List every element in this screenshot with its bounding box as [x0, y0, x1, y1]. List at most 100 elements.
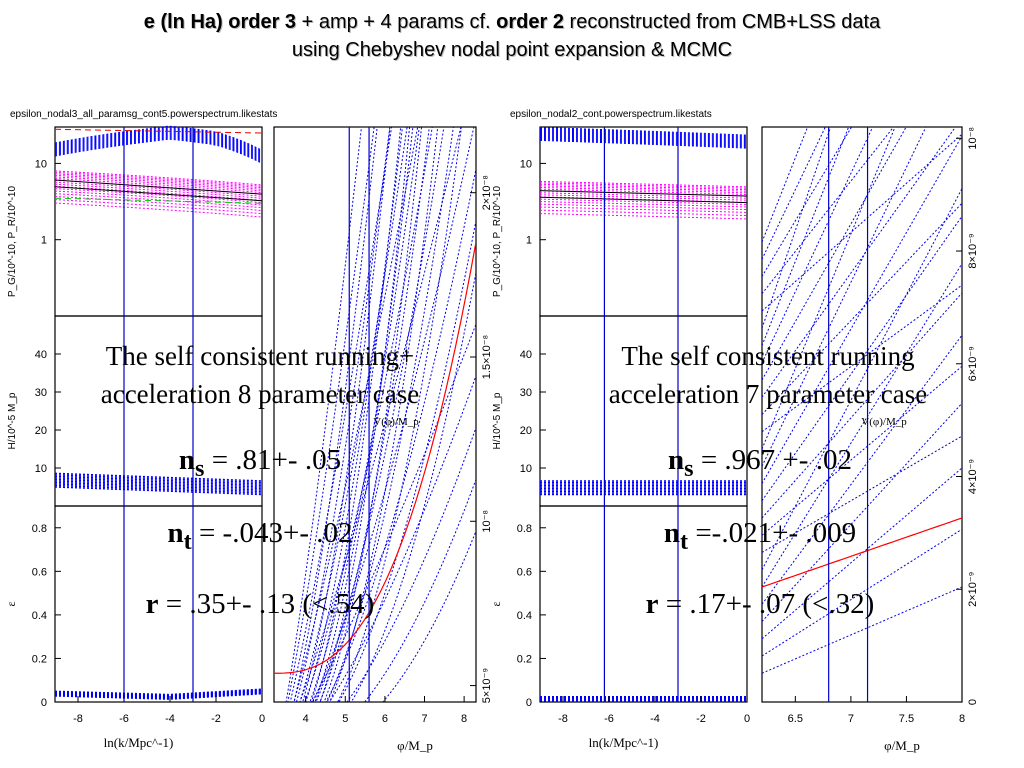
right-pr-curve	[539, 129, 748, 139]
left-epsilon-ytick-label: 0.2	[32, 653, 47, 665]
right-pr-curve	[539, 138, 748, 148]
left-potential-curve	[346, 427, 476, 702]
right-power-ylabel: P_G/10^-10, P_R/10^-10	[492, 186, 503, 298]
right-potential-xlabel: φ/M_p	[884, 738, 920, 753]
right-potential-xtick-label: 7	[848, 713, 854, 725]
left-pr-curve	[54, 138, 263, 164]
title-lnha: (ln Ha)	[160, 11, 223, 33]
left-pg-curve	[54, 185, 263, 201]
left-potential-curve	[337, 127, 462, 702]
title-line-2: using Chebyshev nodal point expansion & …	[291, 39, 733, 61]
right-pg-curve	[539, 188, 748, 196]
left-pr-curve	[54, 137, 263, 163]
left-pr-curve	[54, 126, 263, 152]
right-file-label: epsilon_nodal2_cont.powerspectrum.likest…	[510, 109, 712, 120]
left-xtick-label: -2	[211, 713, 221, 725]
right-pg-curve	[539, 203, 748, 211]
right-pr-curve	[539, 134, 748, 144]
right-pg-curve	[539, 201, 748, 208]
right-epsilon-ytick-label: 0.6	[517, 566, 532, 578]
left-r-symbol: r	[145, 588, 159, 620]
left-pg-curve	[54, 170, 263, 186]
left-nt-subscript: t	[183, 527, 192, 555]
right-r-symbol: r	[645, 588, 659, 620]
left-pr-curve	[54, 131, 263, 157]
left-potential-curve	[338, 220, 476, 702]
right-epsilon-ytick-label: 0.2	[517, 653, 532, 665]
right-potential-ytick-label: 4×10⁻⁹	[967, 459, 979, 494]
left-h-curve	[54, 484, 263, 494]
left-potential-curve	[329, 127, 439, 702]
left-pg-mean-line	[54, 179, 263, 195]
right-potential-curve	[762, 127, 927, 467]
left-case-line-2: acceleration 8 parameter case	[100, 379, 420, 409]
left-case-label: The self consistent running+ acceleratio…	[40, 337, 480, 413]
right-epsilon-ytick-label: 0.4	[517, 610, 532, 622]
left-pr-curve	[54, 130, 263, 156]
right-pg-curve	[539, 209, 748, 217]
left-potential-ylabel: V(φ)/M_p	[373, 416, 419, 428]
left-potential-curve	[285, 127, 362, 702]
right-nt-symbol: n	[663, 517, 681, 549]
left-pr-curve	[54, 125, 263, 151]
right-potential-curve	[762, 528, 962, 657]
right-power-ytick-label: 10	[520, 158, 532, 170]
left-nt-value: = -.043+- .02	[191, 517, 353, 549]
right-xtick-label: -4	[650, 713, 660, 725]
right-pg-curve	[539, 186, 748, 194]
right-nt-subscript: t	[680, 527, 689, 555]
left-power-ytick-label: 10	[35, 158, 47, 170]
right-potential-xtick-label: 6.5	[788, 713, 803, 725]
left-pg-curve	[54, 193, 263, 209]
left-pg-curve	[54, 202, 263, 218]
left-potential-curve	[382, 530, 476, 702]
right-pr-curve	[539, 136, 748, 146]
right-case-label: The self consistent running acceleration…	[558, 337, 978, 413]
right-hubble-ylabel: H/10^-5 M_p	[492, 392, 503, 449]
left-potential-ytick-label: 2×10⁻⁸	[481, 175, 493, 210]
right-potential-curve	[762, 127, 957, 398]
left-potential-curve	[319, 127, 430, 702]
left-potential-xtick-label: 5	[342, 713, 348, 725]
right-potential-curve	[762, 586, 962, 674]
right-nt-label: nt =-.021+- .009	[600, 517, 920, 556]
left-potential-curve	[319, 127, 411, 702]
left-pr-curve	[54, 135, 263, 161]
right-potential-ytick-label: 8×10⁻⁹	[967, 233, 979, 268]
right-potential-curve	[762, 127, 896, 450]
left-xlabel: ln(k/Mpc^-1)	[104, 735, 174, 750]
right-potential-ytick-label: 0	[967, 699, 979, 705]
left-pr-curve	[54, 132, 263, 158]
right-potential-curve	[762, 263, 962, 588]
left-potential-xtick-label: 6	[382, 713, 388, 725]
right-power-frame	[539, 126, 748, 317]
right-pg-curve	[539, 180, 748, 188]
right-pr-curve	[539, 127, 748, 137]
slide-title: е (ln Ha) order 3 + amp + 4 params cf. o…	[0, 8, 1024, 64]
right-hubble-ytick-label: 10	[520, 463, 532, 475]
right-power-ytick-label: 1	[526, 235, 532, 247]
right-pr-curve	[539, 131, 748, 141]
right-pr-curve	[539, 126, 748, 136]
right-pg-curve	[539, 213, 748, 220]
right-pr-curve	[539, 132, 748, 142]
left-h-curve	[54, 472, 263, 482]
right-epsilon-ylabel: ε	[489, 601, 503, 606]
left-potential-ytick-label: 10⁻⁸	[481, 510, 493, 533]
right-xtick-label: -2	[696, 713, 706, 725]
right-potential-ytick-label: 6×10⁻⁹	[967, 346, 979, 381]
left-potential-curve	[289, 127, 393, 702]
left-potential-frame	[273, 126, 477, 703]
left-r-label: r = .35+- .13 (<.54)	[60, 588, 460, 621]
right-pg-mean-line	[539, 190, 748, 197]
left-hubble-ytick-label: 20	[35, 425, 47, 437]
right-potential-curve	[762, 127, 826, 260]
left-potential-curve	[323, 127, 423, 702]
right-pg-curve	[539, 206, 748, 213]
left-h-curve	[54, 483, 263, 493]
right-nt-value: =-.021+- .009	[688, 517, 857, 549]
right-ns-value: = .967 +- .02	[693, 444, 852, 476]
right-potential-curve	[762, 284, 962, 433]
right-pg-curve	[539, 183, 748, 191]
